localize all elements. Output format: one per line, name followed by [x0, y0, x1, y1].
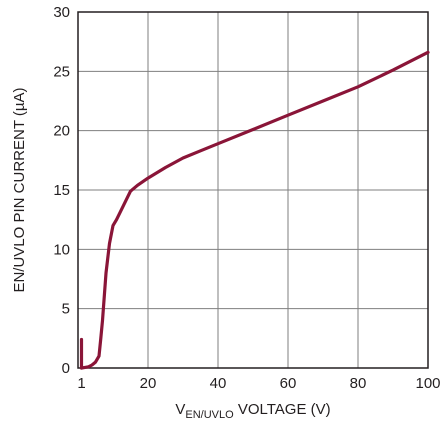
y-tick-label: 25	[53, 63, 70, 80]
y-axis-label: EN/UVLO PIN CURRENT (µA)	[11, 87, 28, 292]
x-tick-labels: 1 20 40 60 80 100	[77, 375, 440, 392]
y-tick-labels: 0 5 10 15 20 25 30	[53, 4, 70, 377]
x-tick-label: 60	[280, 375, 297, 392]
series-layer	[79, 50, 430, 370]
x-tick-label: 20	[140, 375, 157, 392]
y-tick-label: 10	[53, 241, 70, 258]
grid	[78, 12, 428, 368]
y-tick-label: 0	[62, 360, 70, 377]
x-axis-label-suffix: VOLTAGE (V)	[234, 401, 331, 418]
x-tick-label: 1	[77, 375, 85, 392]
y-tick-label: 15	[53, 182, 70, 199]
x-axis-label: VEN/UVLO VOLTAGE (V)	[175, 401, 330, 421]
y-tick-label: 20	[53, 123, 70, 140]
x-tick-label: 40	[210, 375, 227, 392]
y-tick-label: 5	[62, 301, 70, 318]
y-tick-label: 30	[53, 4, 70, 21]
x-axis-label-main: V	[175, 401, 185, 418]
x-axis-label-subscript: EN/UVLO	[185, 409, 234, 421]
series-line-1	[79, 50, 430, 370]
plot-frame	[77, 11, 429, 369]
x-tick-label: 80	[350, 375, 367, 392]
x-tick-label: 100	[415, 375, 440, 392]
